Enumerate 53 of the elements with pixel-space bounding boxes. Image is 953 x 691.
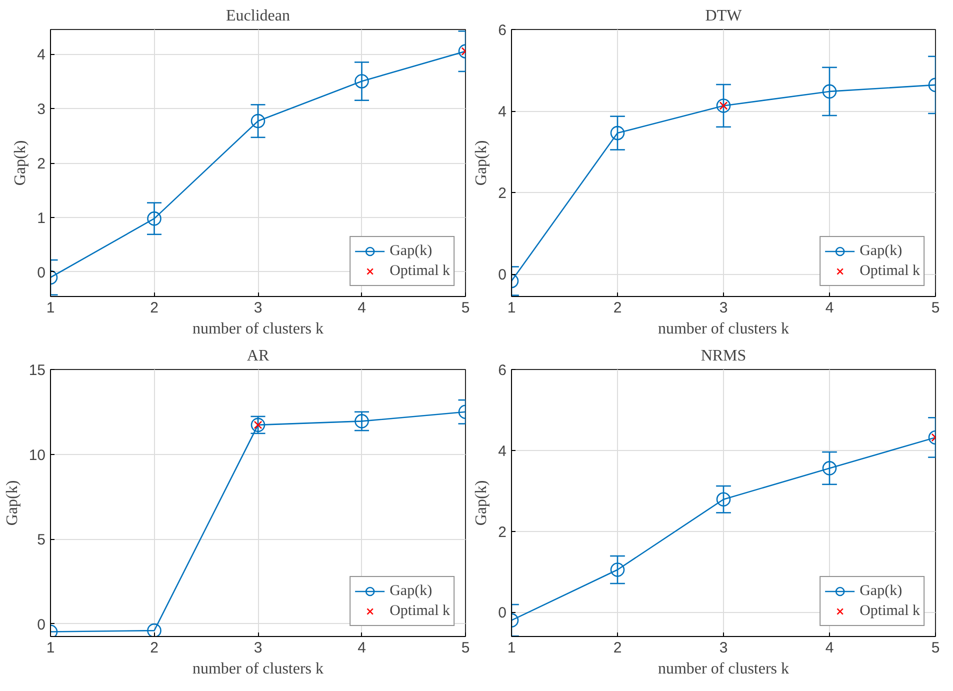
x-tick-label: 2 (613, 640, 622, 656)
x-tick-label: 5 (931, 640, 940, 656)
legend-label: Optimal k (390, 262, 450, 280)
legend-label: Gap(k) (390, 582, 432, 600)
y-tick-label: 6 (498, 22, 506, 39)
y-tick-label: 15 (28, 362, 46, 379)
y-tick-label: 2 (37, 156, 46, 172)
y-tick-label: 2 (498, 524, 506, 541)
legend-label: Optimal k (390, 602, 450, 620)
y-tick-label: 4 (498, 442, 506, 460)
legend-label: Gap(k) (390, 242, 432, 260)
y-tick-label: 0 (37, 264, 46, 282)
x-axis-title: number of clusters k (658, 320, 790, 338)
y-tick-label: 1 (37, 210, 46, 227)
x-tick-label: 5 (461, 640, 470, 656)
x-axis-title: number of clusters k (658, 660, 790, 678)
x-tick-label: 4 (825, 300, 834, 316)
y-tick-label: 10 (28, 446, 46, 464)
x-tick-label: 4 (358, 640, 366, 656)
y-tick-label: 2 (498, 185, 506, 202)
x-tick-label: 4 (825, 640, 834, 656)
legend-label: Optimal k (860, 602, 920, 620)
y-axis-title: Gap(k) (4, 480, 21, 526)
x-tick-label: 3 (719, 640, 728, 656)
legend-label: Gap(k) (860, 582, 902, 600)
legend-label: Gap(k) (860, 242, 902, 260)
chart-title: AR (246, 348, 270, 364)
x-tick-label: 4 (358, 300, 366, 316)
x-tick-label: 5 (931, 300, 940, 316)
y-tick-label: 0 (37, 616, 46, 634)
y-axis-title: Gap(k) (473, 140, 490, 186)
x-tick-label: 3 (719, 300, 728, 316)
x-tick-label: 3 (254, 300, 262, 316)
x-tick-label: 2 (613, 300, 622, 316)
y-tick-label: 6 (498, 362, 506, 379)
y-tick-label: 4 (498, 104, 506, 121)
x-tick-label: 5 (461, 300, 470, 316)
y-tick-label: 4 (37, 46, 46, 64)
x-tick-label: 3 (254, 640, 262, 656)
x-axis-title: number of clusters k (192, 660, 324, 678)
y-tick-label: 5 (37, 532, 46, 549)
chart-title: Euclidean (226, 8, 290, 24)
y-tick-label: 3 (37, 101, 46, 118)
chart-title: DTW (705, 8, 743, 24)
y-axis-title: Gap(k) (473, 480, 490, 526)
x-axis-title: number of clusters k (192, 320, 324, 338)
y-axis-title: Gap(k) (12, 140, 30, 186)
y-tick-label: 0 (498, 266, 506, 284)
y-tick-label: 0 (498, 604, 506, 622)
chart-title: NRMS (700, 348, 746, 364)
x-tick-label: 2 (150, 640, 158, 656)
legend-label: Optimal k (860, 262, 920, 280)
x-tick-label: 2 (150, 300, 158, 316)
